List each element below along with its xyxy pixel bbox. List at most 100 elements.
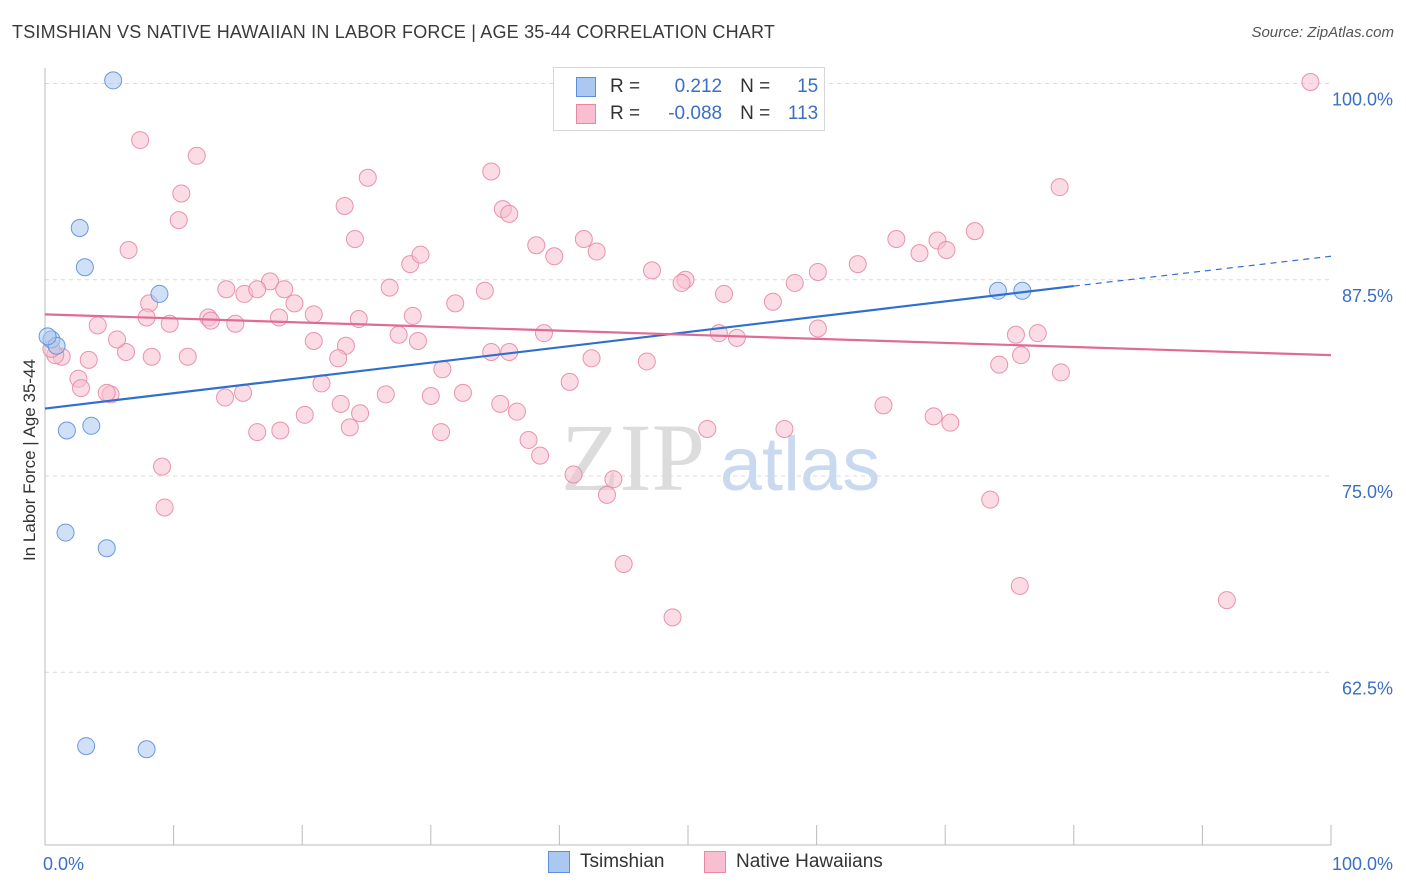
native-hawaiian-point	[981, 490, 1000, 509]
y-tick-label: 62.5%	[1342, 678, 1393, 698]
native-hawaiian-point	[97, 383, 116, 402]
legend-swatch-tsimshian	[576, 77, 596, 97]
native-hawaiian-point	[226, 314, 245, 333]
tsimshian-point	[104, 71, 123, 90]
native-hawaiian-point	[808, 319, 827, 338]
native-hawaiian-point	[304, 332, 323, 351]
series-label-tsimshian: Tsimshian	[580, 851, 665, 872]
native-hawaiian-point	[285, 294, 304, 313]
native-hawaiian-point	[403, 306, 422, 325]
native-hawaiian-point	[848, 255, 867, 274]
native-hawaiian-point	[295, 405, 314, 424]
native-hawaiian-point	[527, 236, 546, 255]
legend-n-value: 15	[797, 76, 819, 97]
native-hawaiian-point	[1051, 363, 1070, 382]
legend-r-label: R =	[610, 76, 641, 97]
native-hawaiian-point	[72, 379, 91, 398]
native-hawaiian-point	[597, 485, 616, 504]
native-hawaiian-point	[785, 273, 804, 292]
tsimshian-point	[137, 740, 156, 759]
x-tick-label-max: 100.0%	[1332, 854, 1393, 874]
native-hawaiian-point	[763, 292, 782, 311]
native-hawaiian-point	[304, 305, 323, 324]
native-hawaiian-point	[1012, 346, 1031, 365]
native-hawaiian-point	[965, 222, 984, 241]
native-hawaiian-point	[389, 325, 408, 344]
native-hawaiian-point	[187, 146, 206, 165]
native-hawaiian-point	[131, 131, 150, 150]
native-hawaiian-point	[534, 324, 553, 343]
watermark-zip: ZIP	[561, 404, 705, 511]
series-swatch-native-hawaiians	[704, 851, 726, 873]
native-hawaiian-point	[1050, 178, 1069, 197]
axes	[44, 68, 1332, 846]
legend-row-native-hawaiians: R = -0.088 N = 113	[576, 102, 818, 126]
native-hawaiian-point	[119, 240, 138, 259]
native-hawaiian-point	[475, 281, 494, 300]
series-label-native-hawaiians: Native Hawaiians	[736, 851, 883, 872]
native-hawaiian-point	[507, 402, 526, 421]
native-hawaiian-point	[642, 261, 661, 280]
native-hawaiian-point	[482, 343, 501, 362]
series-swatch-tsimshian	[548, 851, 570, 873]
tsimshian-point	[77, 737, 96, 756]
native-hawaiian-point	[408, 332, 427, 351]
native-hawaiian-point	[482, 162, 501, 181]
native-hawaiian-point	[117, 343, 136, 362]
native-hawaiian-point	[715, 284, 734, 303]
native-hawaiian-point	[446, 294, 465, 313]
native-hawaiian-point	[79, 350, 98, 369]
native-hawaiian-point	[421, 386, 440, 405]
y-axis-label: In Labor Force | Age 35-44	[20, 359, 39, 561]
native-hawaiian-point	[433, 360, 452, 379]
legend-n-value: 113	[787, 103, 819, 124]
legend-n-label: N =	[740, 76, 771, 97]
trend-lines	[44, 255, 1332, 410]
tsimshian-point	[82, 416, 101, 435]
tsimshian-trend-line	[44, 284, 1074, 410]
grid-lines	[45, 83, 1331, 673]
native-hawaiian-point	[329, 349, 348, 368]
tsimshian-point	[75, 258, 94, 277]
watermark-atlas: atlas	[720, 422, 881, 507]
native-hawaiian-point	[351, 404, 370, 423]
legend-n-label: N =	[740, 103, 771, 124]
native-hawaiian-point	[345, 229, 364, 248]
native-hawaiian-point	[1010, 576, 1029, 595]
native-hawaiian-trend-line	[44, 313, 1332, 357]
native-hawaiian-point	[453, 383, 472, 402]
legend-r-value: 0.212	[674, 76, 723, 97]
tsimshian-point	[150, 284, 169, 303]
legend-r-label: R =	[610, 103, 641, 124]
tsimshian-point	[56, 523, 75, 542]
native-hawaiian-point	[727, 328, 746, 347]
native-hawaiian-point	[248, 423, 267, 442]
native-hawaiian-point	[331, 394, 350, 413]
native-hawaiian-point	[587, 242, 606, 261]
native-hawaiian-point	[637, 352, 656, 371]
watermark: ZIP atlas	[561, 404, 880, 511]
native-hawaiian-point	[941, 413, 960, 432]
native-hawaiian-point	[560, 372, 579, 391]
native-hawaiian-point	[519, 430, 538, 449]
native-hawaiian-point	[924, 407, 943, 426]
native-hawaiian-point	[217, 280, 236, 299]
legend-r-value: -0.088	[668, 103, 723, 124]
native-hawaiian-point	[108, 330, 127, 349]
native-hawaiian-point	[1028, 324, 1047, 343]
native-hawaiian-point	[1217, 591, 1236, 610]
native-hawaiian-point	[178, 347, 197, 366]
native-hawaiian-point	[564, 465, 583, 484]
tick-labels: 100.0% 87.5% 75.0% 62.5% 0.0% 100.0%	[43, 90, 1393, 874]
tsimshian-point	[70, 218, 89, 237]
native-hawaiian-point	[312, 374, 331, 393]
native-hawaiian-point	[1301, 72, 1320, 91]
native-hawaiian-point	[545, 247, 564, 266]
native-hawaiian-point	[432, 423, 451, 442]
native-hawaiian-point	[775, 419, 794, 438]
native-hawaiian-point	[275, 280, 294, 299]
native-hawaiian-point	[937, 240, 956, 259]
native-hawaiian-point	[248, 280, 267, 299]
native-hawaiian-point	[216, 388, 235, 407]
native-hawaiian-point	[169, 211, 188, 230]
